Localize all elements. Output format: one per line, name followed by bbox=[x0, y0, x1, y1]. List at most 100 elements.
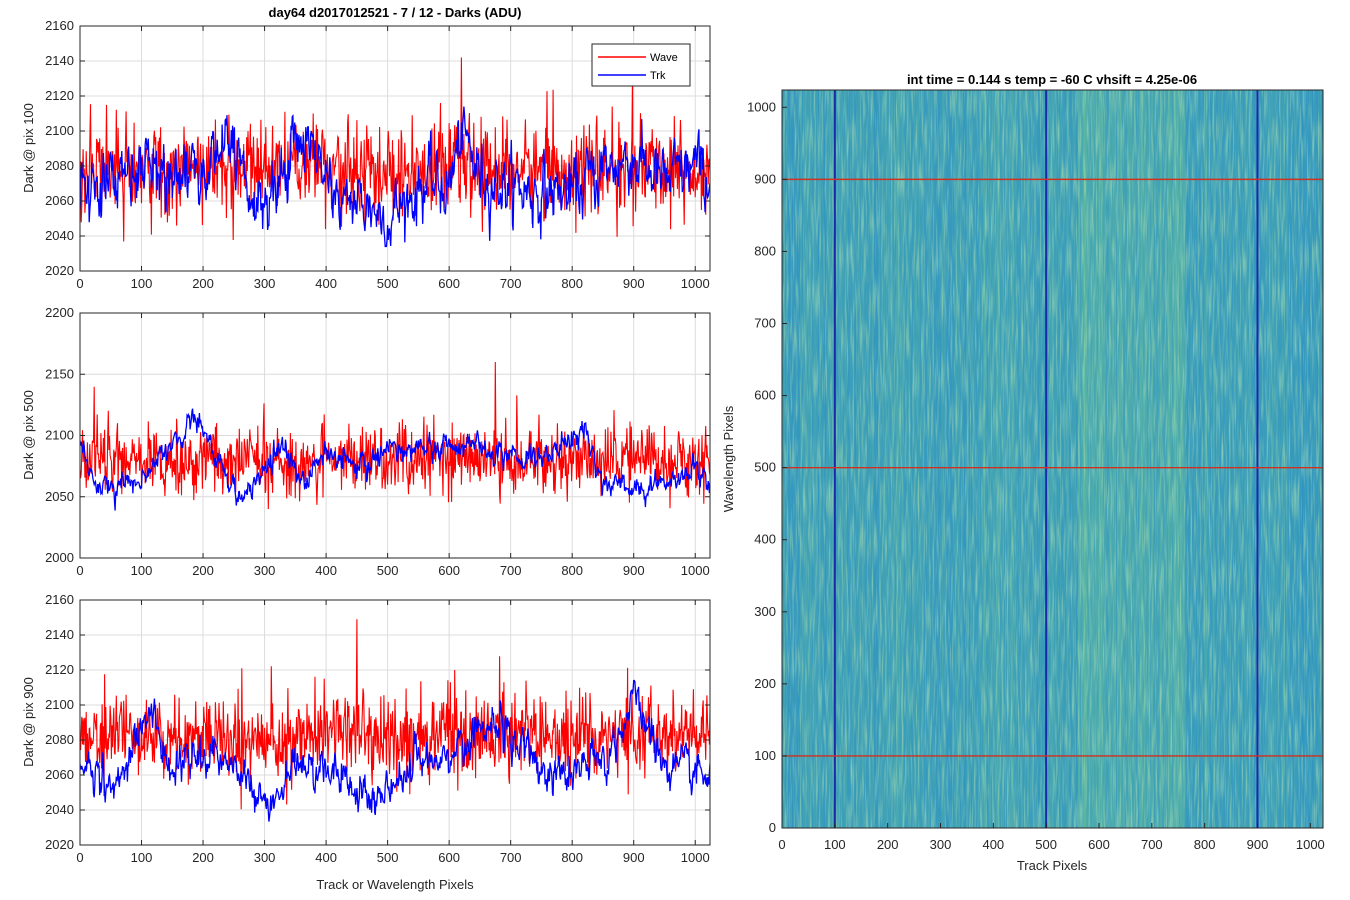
x-tick-label: 300 bbox=[254, 850, 276, 865]
y-tick-label: 2100 bbox=[45, 428, 74, 443]
x-tick-label: 1000 bbox=[681, 276, 710, 291]
plot-frame bbox=[79, 599, 711, 846]
x-tick-label: 200 bbox=[192, 563, 214, 578]
x-tick-label: 700 bbox=[1141, 837, 1163, 852]
x-tick-label: 0 bbox=[76, 276, 83, 291]
x-tick-label: 200 bbox=[192, 276, 214, 291]
x-tick-label: 1000 bbox=[1296, 837, 1325, 852]
series-lines bbox=[80, 361, 710, 511]
y-tick-label: 2080 bbox=[45, 158, 74, 173]
x-tick-label: 700 bbox=[500, 276, 522, 291]
x-tick-label: 500 bbox=[377, 276, 399, 291]
x-tick-label: 400 bbox=[982, 837, 1004, 852]
x-tick-label: 0 bbox=[76, 563, 83, 578]
y-tick-label: 2050 bbox=[45, 489, 74, 504]
x-tick-label: 400 bbox=[315, 850, 337, 865]
y-tick-label: 2020 bbox=[45, 837, 74, 852]
x-tick-label: 300 bbox=[930, 837, 952, 852]
legend-label-trk: Trk bbox=[650, 70, 666, 82]
tick-marks: 0 100 200 300 400 500 600 700 800 900 1000 2020 2040… bbox=[45, 18, 710, 291]
y-tick-label: 2150 bbox=[45, 366, 74, 381]
series-line-trk bbox=[80, 679, 710, 822]
x-tick-label: 900 bbox=[623, 276, 645, 291]
x-tick-label: 0 bbox=[76, 850, 83, 865]
y-axis-label: Dark @ pix 900 bbox=[21, 677, 36, 767]
y-tick-label: 2040 bbox=[45, 802, 74, 817]
y-tick-label: 2080 bbox=[45, 732, 74, 747]
x-tick-label: 800 bbox=[561, 850, 583, 865]
x-tick-label: 100 bbox=[131, 850, 153, 865]
legend-label-wave: Wave bbox=[650, 52, 678, 64]
series-line-trk bbox=[80, 408, 710, 511]
y-tick-label: 400 bbox=[754, 532, 776, 547]
subplot-pix-100: 0 100 200 300 400 500 600 700 800 900 1000 2020 2040… bbox=[21, 18, 711, 291]
heatmap-grain bbox=[782, 90, 1323, 828]
y-tick-label: 600 bbox=[754, 388, 776, 403]
x-tick-label: 0 bbox=[778, 837, 785, 852]
x-tick-label: 600 bbox=[438, 563, 460, 578]
series-line-wave bbox=[80, 619, 710, 810]
heatmap-markers bbox=[782, 90, 1323, 828]
x-tick-label: 700 bbox=[500, 563, 522, 578]
y-tick-label: 2120 bbox=[45, 88, 74, 103]
x-tick-label: 500 bbox=[1035, 837, 1057, 852]
x-tick-label: 400 bbox=[315, 276, 337, 291]
x-tick-label: 100 bbox=[824, 837, 846, 852]
heatmap-panel: int time = 0.144 s temp = -60 C vhsift =… bbox=[721, 72, 1325, 873]
x-tick-label: 800 bbox=[561, 563, 583, 578]
x-tick-label: 1000 bbox=[681, 850, 710, 865]
plot-frame bbox=[79, 25, 711, 272]
subplot-pix-900: 0 100 200 300 400 500 600 700 800 900 1000 2020 2040… bbox=[21, 592, 711, 892]
subplot-pix-500: 0 100 200 300 400 500 600 700 800 900 1000 2000 2050… bbox=[21, 305, 711, 578]
x-tick-label: 400 bbox=[315, 563, 337, 578]
y-tick-label: 2160 bbox=[45, 18, 74, 33]
x-tick-label: 600 bbox=[438, 276, 460, 291]
x-tick-label: 700 bbox=[500, 850, 522, 865]
x-tick-label: 600 bbox=[438, 850, 460, 865]
tick-marks: 0 100 200 300 400 500 600 700 800 900 1000 0 100 200 3… bbox=[747, 99, 1325, 852]
y-tick-label: 2040 bbox=[45, 228, 74, 243]
heatmap-x-axis-label: Track Pixels bbox=[1017, 858, 1088, 873]
y-tick-label: 0 bbox=[769, 820, 776, 835]
y-tick-label: 2200 bbox=[45, 305, 74, 320]
y-axis-label: Dark @ pix 500 bbox=[21, 390, 36, 480]
x-tick-label: 900 bbox=[1247, 837, 1269, 852]
x-tick-label: 900 bbox=[623, 563, 645, 578]
x-tick-label: 800 bbox=[1194, 837, 1216, 852]
heatmap-image bbox=[782, 90, 1323, 828]
x-tick-label: 100 bbox=[131, 563, 153, 578]
series-lines bbox=[80, 619, 710, 822]
y-tick-label: 900 bbox=[754, 171, 776, 186]
y-tick-label: 2100 bbox=[45, 697, 74, 712]
y-axis-label: Dark @ pix 100 bbox=[21, 103, 36, 193]
x-axis-label: Track or Wavelength Pixels bbox=[316, 877, 474, 892]
series-lines bbox=[80, 57, 710, 248]
y-tick-label: 700 bbox=[754, 316, 776, 331]
y-tick-label: 300 bbox=[754, 604, 776, 619]
x-tick-label: 300 bbox=[254, 563, 276, 578]
y-tick-label: 500 bbox=[754, 460, 776, 475]
x-tick-label: 500 bbox=[377, 563, 399, 578]
x-tick-label: 500 bbox=[377, 850, 399, 865]
y-tick-label: 2100 bbox=[45, 123, 74, 138]
heatmap-title: int time = 0.144 s temp = -60 C vhsift =… bbox=[907, 72, 1197, 87]
x-tick-label: 200 bbox=[192, 850, 214, 865]
series-line-wave bbox=[80, 57, 710, 242]
x-tick-label: 200 bbox=[877, 837, 899, 852]
y-tick-label: 2060 bbox=[45, 767, 74, 782]
tick-marks: 0 100 200 300 400 500 600 700 800 900 1000 2000 2050… bbox=[45, 305, 710, 578]
y-tick-label: 100 bbox=[754, 748, 776, 763]
y-tick-label: 2020 bbox=[45, 263, 74, 278]
y-tick-label: 2120 bbox=[45, 662, 74, 677]
x-tick-label: 800 bbox=[561, 276, 583, 291]
legend[interactable]: Wave Trk bbox=[591, 43, 691, 87]
y-tick-label: 1000 bbox=[747, 99, 776, 114]
y-tick-label: 2140 bbox=[45, 627, 74, 642]
y-tick-label: 200 bbox=[754, 676, 776, 691]
y-tick-label: 2160 bbox=[45, 592, 74, 607]
x-tick-label: 1000 bbox=[681, 563, 710, 578]
series-line-wave bbox=[80, 361, 710, 510]
y-tick-label: 2000 bbox=[45, 550, 74, 565]
y-tick-label: 2140 bbox=[45, 53, 74, 68]
